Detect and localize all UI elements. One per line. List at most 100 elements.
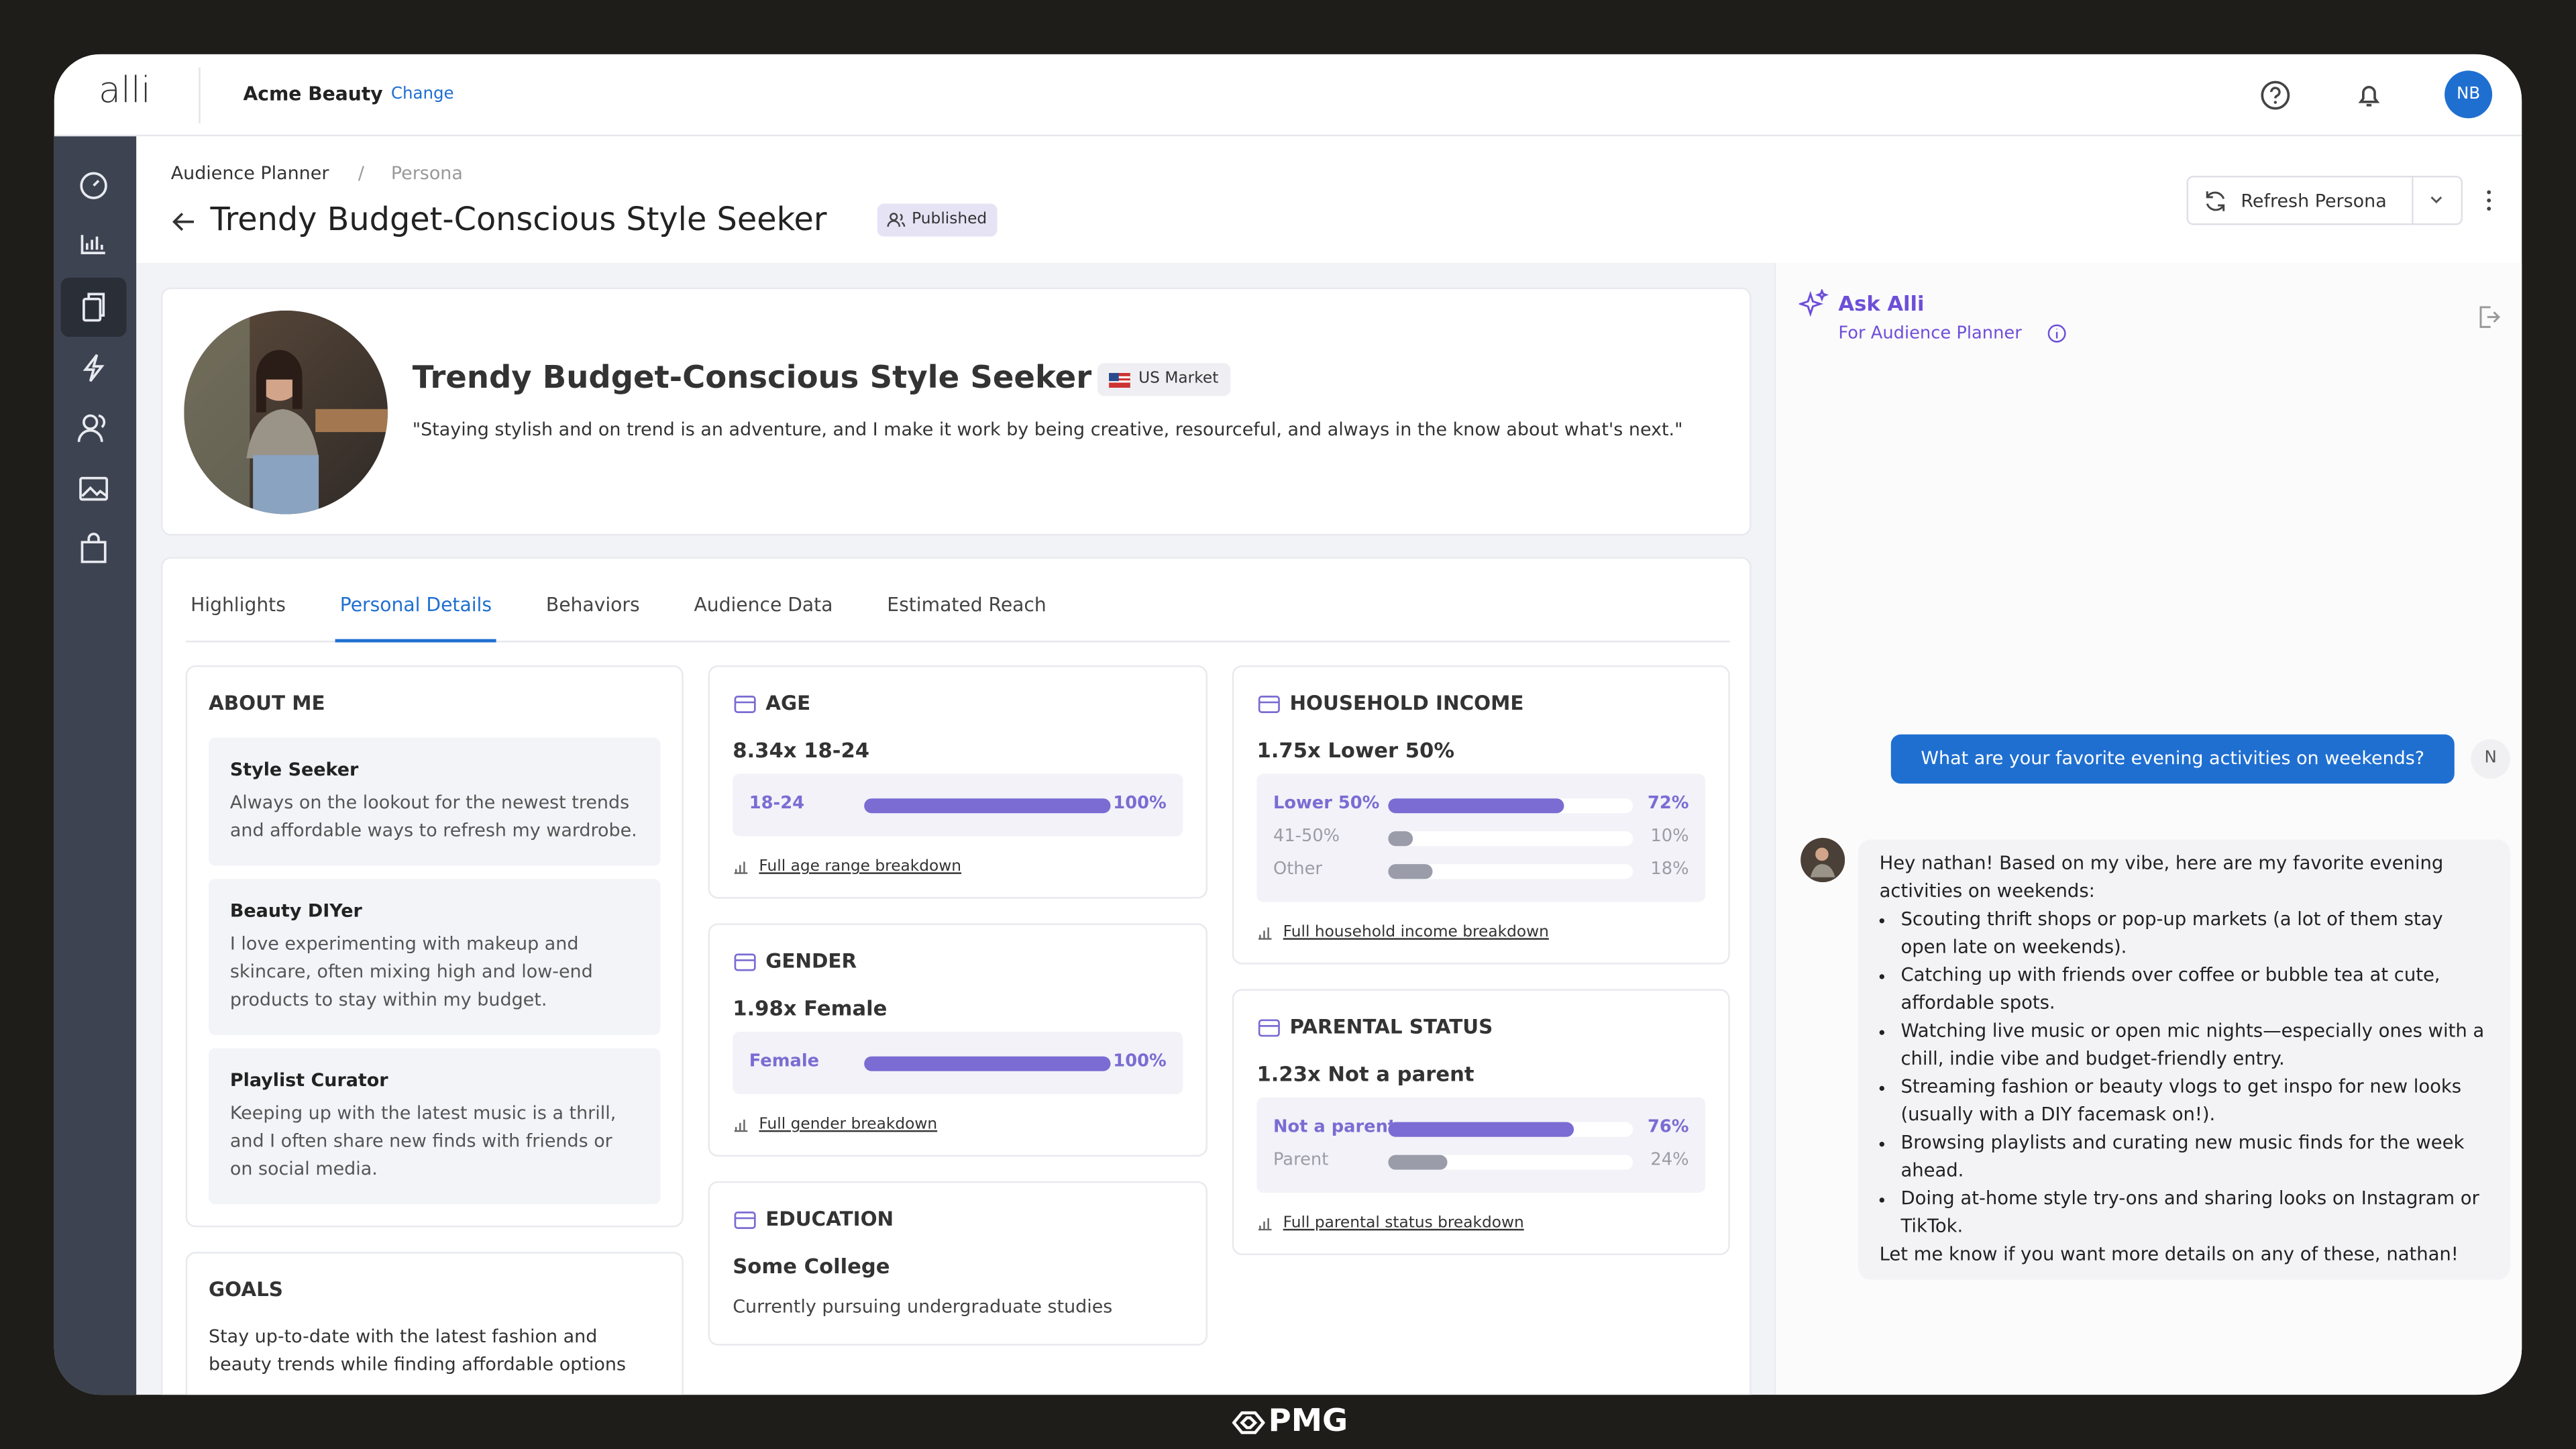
user-message: What are your favorite evening activitie… (1890, 734, 2455, 784)
persona-quote: "Staying stylish and on trend is an adve… (412, 419, 1683, 441)
row-value: 18% (1650, 859, 1689, 879)
nav-audiences[interactable] (77, 414, 106, 442)
section-title-row: EDUCATION (733, 1208, 1183, 1230)
section-title-row: GENDER (733, 950, 1183, 973)
stat-headline: 1.23x Not a parent (1256, 1061, 1474, 1086)
item-title: Style Seeker (229, 759, 359, 781)
stat-headline: 1.75x Lower 50% (1256, 737, 1455, 763)
tab-divider (185, 641, 1730, 643)
section-icon (734, 1210, 756, 1228)
breakdown-link[interactable]: Full age range breakdown (759, 857, 962, 876)
sparkle-icon (1799, 289, 1829, 317)
section-icon (1258, 694, 1280, 712)
chat-panel: Ask Alli For Audience Planner What are y… (1774, 262, 2522, 1395)
goals-text: Stay up-to-date with the latest fashion … (209, 1326, 627, 1375)
refresh-button[interactable]: Refresh Persona (2241, 191, 2387, 212)
reply-bullet: Doing at-home style try-ons and sharing … (1900, 1185, 2489, 1240)
help-icon[interactable] (2259, 79, 2292, 112)
chart-icon (734, 861, 748, 874)
row-label: 18-24 (749, 793, 805, 814)
page-header: Audience Planner / Persona Trendy Budget… (136, 136, 2522, 263)
breakdown-link[interactable]: Full gender breakdown (759, 1115, 938, 1134)
about-list: Style Seeker Always on the lookout for th… (209, 737, 661, 1205)
stat-rows: Not a parent 76% Parent 24% (1256, 1097, 1706, 1193)
tab[interactable]: Estimated Reach (887, 593, 1046, 616)
tab[interactable]: Audience Data (694, 593, 833, 616)
stat-headline: 8.34x 18-24 (733, 737, 870, 763)
dropdown-toggle[interactable] (2428, 194, 2445, 207)
nav-creative[interactable] (79, 476, 109, 501)
nav-commerce[interactable] (80, 533, 107, 564)
column-1: ABOUT ME Style Seeker Always on the lookou… (185, 665, 684, 1395)
breakdown-link-row: Full gender breakdown (733, 1116, 1183, 1134)
section-title: EDUCATION (765, 1208, 894, 1231)
bar-track (1388, 1155, 1633, 1170)
stat-card: GENDER 1.98x Female Female 100% Full gender … (708, 923, 1208, 1157)
reply-bullet: Scouting thrift shops or pop-up markets … (1900, 905, 2489, 961)
tab[interactable]: Highlights (191, 593, 286, 616)
flag-icon (1109, 372, 1130, 388)
section-title: PARENTAL STATUS (1289, 1015, 1493, 1038)
stat-card: EDUCATION Some College Currently pursuing … (708, 1181, 1208, 1346)
stat-card: AGE 8.34x 18-24 18-24 100% Full age range br… (708, 665, 1208, 899)
bar-track (1388, 831, 1633, 847)
logo[interactable]: alli (98, 70, 151, 112)
breakdown-link-row: Full age range breakdown (733, 857, 1183, 875)
stat-row: Other 18% (1273, 854, 1689, 887)
market-badge: US Market (1097, 363, 1230, 396)
page-title: Trendy Budget-Conscious Style Seeker (210, 200, 827, 239)
user-avatar[interactable]: NB (2445, 70, 2493, 119)
bar (864, 798, 1111, 814)
nav-dashboard[interactable] (80, 172, 107, 199)
chart-icon (734, 1119, 748, 1132)
breakdown-link[interactable]: Full household income breakdown (1283, 923, 1549, 942)
reply-intro: Hey nathan! Based on my vibe, here are m… (1879, 853, 2444, 902)
change-link[interactable]: Change (390, 85, 454, 104)
breadcrumb-parent[interactable]: Audience Planner (170, 162, 329, 184)
divider (199, 67, 201, 123)
chart-icon (1258, 927, 1272, 940)
tab[interactable]: Behaviors (545, 593, 640, 616)
bar (1388, 864, 1433, 879)
stat-row: Lower 50% 72% (1273, 789, 1689, 822)
assistant-message: Hey nathan! Based on my vibe, here are m… (1858, 839, 2511, 1280)
row-value: 24% (1650, 1150, 1689, 1170)
row-label: 41-50% (1273, 826, 1340, 847)
more-menu[interactable] (2482, 186, 2496, 215)
nav-reports[interactable] (80, 235, 105, 254)
app-window: alli Acme Beauty Change NB Audience Plan… (54, 54, 2522, 1395)
row-label: Female (749, 1051, 820, 1071)
notifications-icon[interactable] (2353, 79, 2385, 112)
status-badge: Published (877, 203, 997, 237)
divider (2412, 177, 2414, 224)
section-icon (734, 694, 756, 712)
bar-track (864, 1056, 1111, 1071)
breakdown-link[interactable]: Full parental status breakdown (1283, 1214, 1524, 1232)
about-item: Playlist Curator Keeping up with the late… (209, 1048, 661, 1205)
stat-headline: Some College (733, 1253, 890, 1279)
column-3: HOUSEHOLD INCOME 1.75x Lower 50% Lower 50%… (1232, 665, 1730, 1256)
stat-card: PARENTAL STATUS 1.23x Not a parent Not a p… (1232, 989, 1730, 1256)
stat-row: Not a parent 76% (1273, 1112, 1689, 1145)
nav-planner[interactable] (83, 292, 105, 322)
nav-activate[interactable] (83, 354, 105, 382)
back-arrow[interactable] (171, 209, 197, 235)
section-title: HOUSEHOLD INCOME (1289, 692, 1524, 715)
nav-active-bg (60, 277, 127, 337)
info-icon[interactable] (2047, 323, 2066, 343)
bar (1388, 1155, 1447, 1170)
goals-card: GOALS Stay up-to-date with the latest fas… (185, 1252, 684, 1395)
reply-outro: Let me know if you want more details on … (1879, 1243, 2459, 1265)
close-panel-icon[interactable] (2476, 304, 2502, 330)
tab[interactable]: Personal Details (339, 593, 492, 616)
stat-row: Parent 24% (1273, 1145, 1689, 1178)
persona-photo (184, 310, 388, 515)
section-icon (734, 953, 756, 971)
row-label: Parent (1273, 1150, 1329, 1170)
stat-text: Currently pursuing undergraduate studies (733, 1296, 1113, 1318)
persona-avatar (1801, 837, 1845, 883)
stat-row: Female 100% (749, 1046, 1167, 1079)
badge-icon (887, 213, 906, 227)
